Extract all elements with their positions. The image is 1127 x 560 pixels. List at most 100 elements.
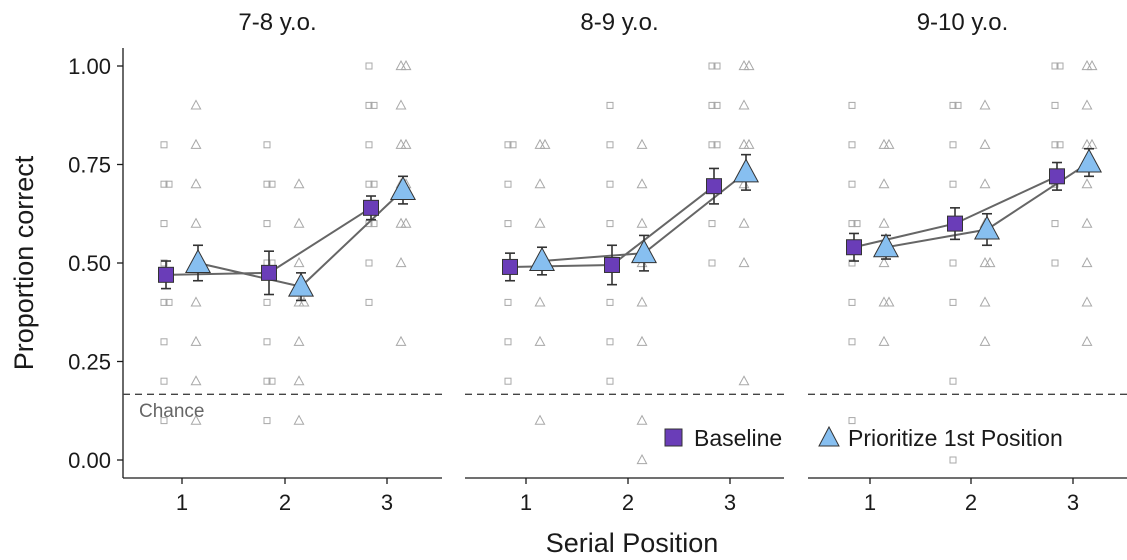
- raw-point-prioritize: [738, 375, 750, 386]
- raw-point-baseline: [848, 141, 856, 149]
- raw-point-prioritize: [636, 335, 648, 346]
- mean-marker-baseline: [604, 256, 620, 273]
- mean-marker-prioritize: [184, 248, 212, 273]
- raw-point-baseline: [370, 180, 378, 188]
- raw-point-baseline: [504, 298, 512, 306]
- raw-point-prioritize: [743, 59, 755, 71]
- raw-point-prioritize: [636, 414, 648, 425]
- raw-point-baseline: [606, 141, 614, 149]
- raw-point-baseline: [848, 417, 856, 425]
- raw-point-prioritize: [984, 256, 996, 268]
- raw-point-prioritize: [1081, 178, 1093, 189]
- mean-marker-prioritize: [973, 215, 1001, 240]
- raw-point-baseline: [263, 298, 271, 306]
- raw-point-baseline: [949, 298, 957, 306]
- raw-point-baseline: [713, 141, 721, 149]
- y-tick-label: 0.75: [68, 153, 111, 178]
- raw-point-prioritize: [738, 217, 750, 228]
- raw-point-baseline: [708, 62, 716, 70]
- mean-marker-prioritize: [287, 272, 315, 297]
- raw-point-baseline: [848, 220, 856, 228]
- raw-point-baseline: [504, 338, 512, 346]
- raw-point-prioritize: [190, 335, 202, 346]
- raw-point-baseline: [160, 259, 168, 267]
- raw-point-prioritize: [395, 335, 407, 346]
- facet-title: 7-8 y.o.: [238, 9, 316, 36]
- legend-label-baseline: Baseline: [694, 425, 782, 451]
- x-tick-label: 3: [381, 490, 393, 515]
- raw-point-prioritize: [190, 414, 202, 425]
- raw-point-baseline: [1056, 141, 1064, 149]
- mean-marker-prioritize: [389, 176, 417, 201]
- raw-point-baseline: [370, 220, 378, 228]
- raw-point-baseline: [509, 141, 517, 149]
- raw-point-baseline: [268, 377, 276, 385]
- raw-point-baseline: [160, 338, 168, 346]
- plot-area: 0.00 0.25 0.50 0.75 1.00 7-8 y.o. 1 2 3 8-9 y.o. 1…: [68, 9, 1127, 515]
- raw-point-baseline: [848, 259, 856, 267]
- raw-point-prioritize: [979, 99, 991, 110]
- legend-label-prioritize: Prioritize 1st Position: [848, 425, 1063, 451]
- raw-point-prioritize: [539, 138, 551, 149]
- raw-point-prioritize: [298, 296, 310, 307]
- mean-marker-baseline: [846, 239, 862, 256]
- mean-marker-baseline: [947, 215, 963, 232]
- raw-point-baseline: [848, 101, 856, 109]
- raw-point-prioritize: [293, 256, 305, 268]
- raw-point-baseline: [370, 101, 378, 109]
- raw-point-baseline: [263, 141, 271, 149]
- mean-marker-baseline: [363, 199, 379, 216]
- raw-point-baseline: [165, 180, 173, 188]
- raw-point-baseline: [365, 220, 373, 228]
- raw-point-baseline: [949, 101, 957, 109]
- raw-point-prioritize: [190, 375, 202, 386]
- raw-point-prioritize: [534, 335, 546, 346]
- raw-point-baseline: [853, 220, 861, 228]
- mean-marker-baseline: [261, 264, 277, 281]
- raw-point-prioritize: [883, 138, 895, 149]
- raw-point-baseline: [949, 259, 957, 267]
- raw-point-prioritize: [400, 138, 412, 149]
- raw-point-baseline: [949, 141, 957, 149]
- raw-point-prioritize: [979, 138, 991, 149]
- raw-point-prioritize: [1081, 296, 1093, 307]
- raw-point-baseline: [949, 456, 957, 464]
- raw-point-prioritize: [190, 296, 202, 307]
- raw-point-baseline: [268, 180, 276, 188]
- raw-point-baseline: [713, 101, 721, 109]
- mean-marker-prioritize: [872, 233, 900, 258]
- raw-point-baseline: [1051, 141, 1059, 149]
- mean-marker-prioritize: [630, 239, 658, 264]
- raw-point-baseline: [263, 180, 271, 188]
- raw-point-baseline: [1051, 101, 1059, 109]
- raw-point-prioritize: [636, 296, 648, 307]
- raw-point-baseline: [160, 377, 168, 385]
- raw-point-baseline: [165, 298, 173, 306]
- raw-point-baseline: [708, 141, 716, 149]
- raw-point-baseline: [160, 298, 168, 306]
- raw-point-baseline: [263, 417, 271, 425]
- facet-title: 9-10 y.o.: [917, 9, 1009, 36]
- raw-point-baseline: [949, 180, 957, 188]
- y-tick-label: 0.50: [68, 251, 111, 276]
- y-tick-label: 0.00: [68, 448, 111, 473]
- raw-point-baseline: [504, 141, 512, 149]
- raw-point-prioritize: [738, 99, 750, 110]
- mean-marker-prioritize: [1075, 148, 1103, 173]
- mean-marker-baseline: [158, 266, 174, 283]
- raw-point-baseline: [504, 220, 512, 228]
- raw-point-baseline: [160, 180, 168, 188]
- raw-point-baseline: [365, 141, 373, 149]
- raw-point-prioritize: [534, 217, 546, 228]
- raw-point-baseline: [263, 338, 271, 346]
- raw-point-baseline: [160, 417, 168, 425]
- raw-point-baseline: [606, 298, 614, 306]
- x-tick-label: 3: [1067, 490, 1079, 515]
- raw-point-baseline: [1051, 220, 1059, 228]
- raw-point-prioritize: [534, 296, 546, 307]
- raw-point-baseline: [713, 62, 721, 70]
- raw-point-prioritize: [738, 256, 750, 268]
- chance-label: Chance: [139, 401, 205, 422]
- mean-marker-prioritize: [732, 158, 760, 183]
- mean-marker-baseline: [502, 258, 518, 275]
